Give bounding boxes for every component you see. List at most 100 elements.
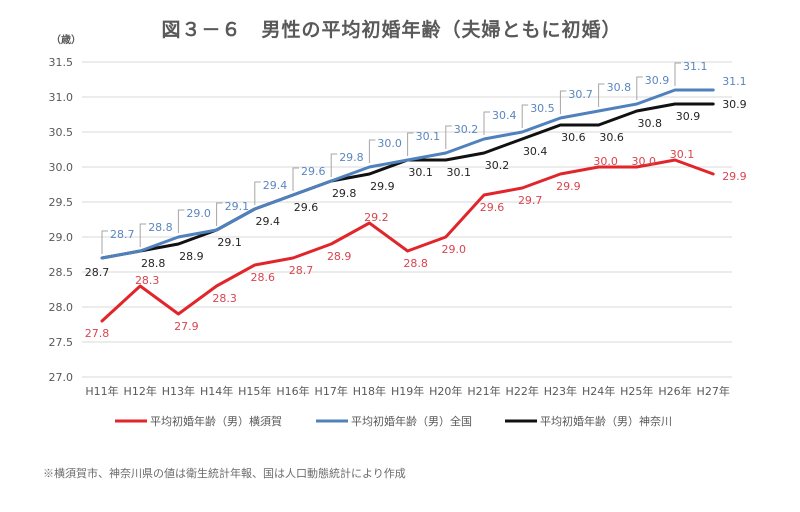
legend-label: 平均初婚年齢（男）神奈川 (540, 414, 672, 428)
data-label-national: 29.0 (186, 207, 211, 220)
data-label-kanagawa: 28.9 (179, 250, 204, 263)
leader-line (216, 202, 223, 226)
y-axis-unit-label: （歳） (51, 35, 81, 46)
leader-line (445, 125, 452, 149)
data-label-kanagawa: 30.1 (408, 166, 433, 179)
data-label-yokosuka: 28.9 (327, 250, 352, 263)
data-label-kanagawa: 30.6 (561, 131, 586, 144)
data-labels: 27.8 28.3 27.9 28.3 28.6 28.7 28.9 29.2 28.8 29.0… (85, 60, 747, 340)
leader-line (636, 76, 643, 100)
x-tick-label: H12年 (124, 384, 157, 398)
leader-line (101, 230, 108, 254)
x-tick-label: H20年 (429, 384, 462, 398)
leader-line (559, 90, 567, 114)
x-tick-label: H15年 (238, 384, 271, 398)
data-label-national: 29.8 (339, 151, 364, 164)
data-label-yokosuka: 30.1 (670, 148, 695, 161)
x-tick-label: H18年 (353, 384, 386, 398)
x-tick-label: H26年 (658, 384, 691, 398)
data-label-yokosuka: 27.8 (85, 327, 110, 340)
data-label-national: 30.1 (416, 130, 441, 143)
data-label-yokosuka: 29.9 (722, 170, 747, 183)
series-lines (100, 88, 715, 323)
data-label-national: 30.4 (492, 109, 517, 122)
x-tick-label: H11年 (85, 384, 118, 398)
leader-line (483, 111, 490, 135)
x-tick-label: H21年 (467, 384, 500, 398)
leader-line (292, 167, 299, 191)
x-tick-label: H16年 (276, 384, 309, 398)
data-label-yokosuka: 29.2 (364, 211, 389, 224)
data-label-national: 31.1 (683, 60, 708, 73)
data-label-yokosuka: 29.6 (480, 201, 505, 214)
data-label-kanagawa: 29.4 (256, 215, 281, 228)
x-axis-ticks: H11年 H12年 H13年 H14年 H15年 H16年 H17年 H18年 H19年 H20年… (85, 384, 729, 398)
x-tick-label: H24年 (582, 384, 615, 398)
data-label-yokosuka: 27.9 (174, 320, 199, 333)
legend: 平均初婚年齢（男）横須賀 平均初婚年齢（男）全国 平均初婚年齢（男）神奈川 (115, 414, 672, 428)
leader-line (139, 223, 147, 247)
data-label-national: 30.2 (454, 123, 479, 136)
y-tick-label: 29.0 (49, 231, 74, 244)
gridlines (82, 61, 732, 378)
data-label-kanagawa: 30.8 (638, 117, 663, 130)
data-label-kanagawa: 29.9 (370, 180, 395, 193)
data-label-national: 28.7 (110, 228, 135, 241)
y-tick-label: 27.5 (49, 336, 74, 349)
data-label-national: 31.1 (722, 75, 747, 88)
x-tick-label: H14年 (200, 384, 233, 398)
data-label-yokosuka: 28.8 (403, 257, 428, 270)
leader-line (177, 209, 185, 233)
data-label-kanagawa: 30.2 (485, 159, 510, 172)
data-label-yokosuka: 29.0 (442, 243, 467, 256)
data-label-national: 30.5 (530, 102, 555, 115)
y-tick-label: 30.5 (49, 126, 74, 139)
data-label-kanagawa: 30.9 (676, 110, 701, 123)
series-line-yokosuka (100, 158, 715, 323)
data-label-yokosuka: 29.9 (556, 180, 581, 193)
data-label-kanagawa: 30.6 (599, 131, 624, 144)
data-label-yokosuka: 30.0 (632, 155, 657, 168)
data-label-kanagawa: 28.8 (141, 257, 166, 270)
data-label-national: 30.0 (377, 137, 402, 150)
leader-line (368, 139, 376, 163)
data-label-national: 29.1 (225, 200, 250, 213)
x-tick-label: H17年 (315, 384, 348, 398)
data-label-yokosuka: 28.7 (289, 264, 314, 277)
data-label-national: 28.8 (148, 221, 173, 234)
data-label-kanagawa: 30.9 (722, 98, 747, 111)
data-label-kanagawa: 30.4 (523, 145, 548, 158)
x-tick-label: H23年 (544, 384, 577, 398)
leader-line (521, 104, 529, 128)
y-tick-label: 28.0 (49, 301, 74, 314)
data-label-kanagawa: 29.1 (217, 236, 242, 249)
series-line-national (100, 88, 715, 260)
data-label-yokosuka: 28.3 (135, 274, 160, 287)
y-tick-label: 27.0 (49, 371, 74, 384)
legend-label: 平均初婚年齢（男）全国 (351, 414, 472, 428)
data-label-national: 30.7 (568, 88, 593, 101)
legend-item-kanagawa: 平均初婚年齢（男）神奈川 (505, 414, 672, 428)
legend-item-national: 平均初婚年齢（男）全国 (316, 414, 472, 428)
y-tick-label: 31.5 (49, 56, 74, 69)
data-label-yokosuka: 28.3 (212, 292, 237, 305)
x-tick-label: H27年 (697, 384, 730, 398)
data-label-kanagawa: 29.6 (294, 201, 319, 214)
x-tick-label: H13年 (162, 384, 195, 398)
data-label-national: 29.6 (301, 165, 326, 178)
data-label-national: 29.4 (263, 179, 288, 192)
data-label-kanagawa: 28.7 (85, 266, 110, 279)
leader-line (674, 62, 681, 86)
footnote: ※横須賀市、神奈川県の値は衛生統計年報、国は人口動態統計により作成 (43, 467, 406, 480)
leader-line (254, 181, 261, 205)
x-tick-label: H22年 (506, 384, 539, 398)
chart-title: 図３－６ 男性の平均初婚年齢（夫婦ともに初婚） (161, 19, 622, 41)
data-label-yokosuka: 29.7 (518, 194, 543, 207)
data-label-national: 30.8 (607, 81, 632, 94)
y-tick-label: 28.5 (49, 266, 74, 279)
leader-line (330, 153, 338, 177)
legend-item-yokosuka: 平均初婚年齢（男）横須賀 (115, 414, 282, 428)
data-label-yokosuka: 28.6 (251, 271, 276, 284)
leader-line (407, 132, 414, 156)
